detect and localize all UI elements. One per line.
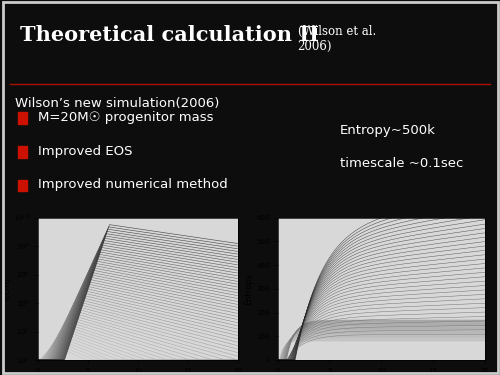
Text: Improved EOS: Improved EOS bbox=[38, 145, 132, 158]
Bar bbox=[18, 112, 26, 124]
Bar bbox=[18, 180, 26, 191]
Text: Theoretical calculation II: Theoretical calculation II bbox=[20, 25, 319, 45]
Text: timescale ~0.1sec: timescale ~0.1sec bbox=[340, 157, 464, 170]
Y-axis label: r[cm]: r[cm] bbox=[1, 278, 10, 300]
Text: M=20M☉ progenitor mass: M=20M☉ progenitor mass bbox=[38, 111, 213, 124]
Text: Wilson’s new simulation(2006): Wilson’s new simulation(2006) bbox=[15, 97, 220, 109]
Text: Improved numerical method: Improved numerical method bbox=[38, 178, 227, 191]
Text: Entropy~500k: Entropy~500k bbox=[340, 124, 436, 137]
Y-axis label: Entropy: Entropy bbox=[244, 272, 254, 305]
Bar bbox=[18, 146, 26, 158]
Text: (Wilson et al.
2006): (Wilson et al. 2006) bbox=[298, 25, 376, 53]
